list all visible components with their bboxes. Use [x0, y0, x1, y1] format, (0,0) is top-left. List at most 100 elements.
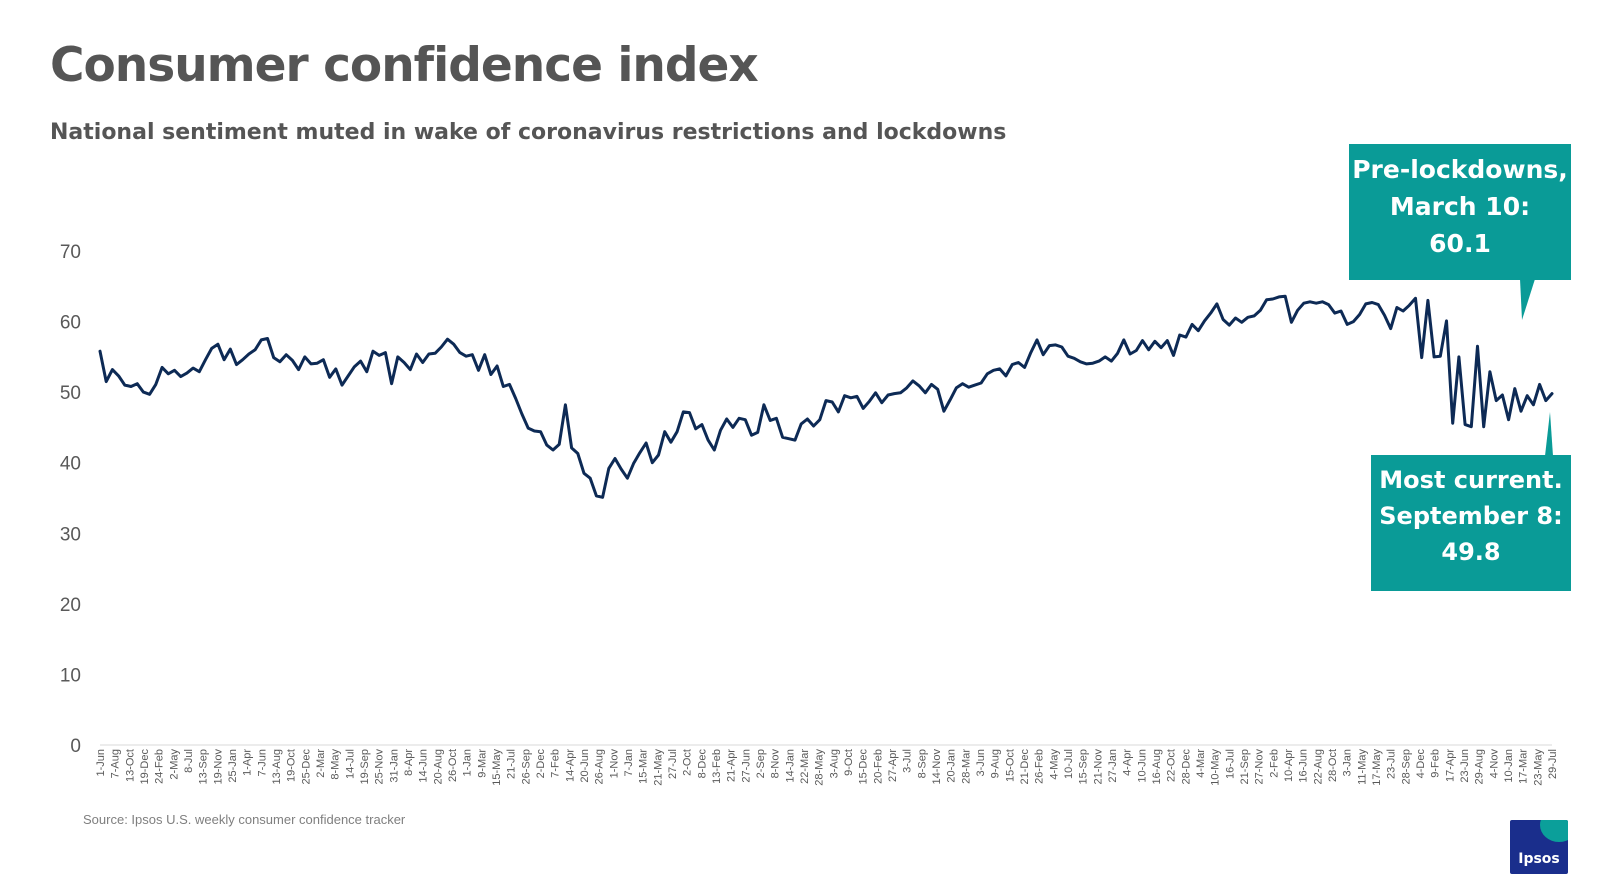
x-tick-label: 10-Jan [1503, 749, 1515, 783]
x-axis: 1-Jun 7-Aug 13-Oct 19-Dec 24-Feb 2-May 8-Jul 13… [95, 744, 1559, 786]
x-tick-label: 14-Jan [784, 749, 796, 783]
callout-current-line-1: Most current. [1379, 466, 1562, 494]
x-tick-label: 28-Mar [960, 749, 972, 784]
x-tick-label: 17-Mar [1518, 749, 1530, 784]
x-tick-label: 27-Nov [1254, 749, 1266, 785]
x-tick-label: 10-Jun [1136, 749, 1148, 783]
x-tick-label: 1-Apr [242, 749, 254, 776]
y-tick-label: 0 [70, 736, 81, 757]
series-layer [98, 294, 1554, 499]
x-tick-label: 21-May [652, 749, 664, 786]
callout-current-line-2: September 8: [1379, 502, 1562, 530]
x-tick-label: 4-Nov [1488, 749, 1500, 779]
logo-wordmark: Ipsos [1518, 851, 1560, 867]
callout-current-box [1371, 455, 1571, 591]
logo-wave-icon [1540, 820, 1568, 842]
x-tick-label: 25-Jan [227, 749, 239, 783]
x-tick-label: 9-Mar [476, 749, 488, 778]
x-tick-label: 22-Aug [1312, 749, 1324, 784]
x-tick-label: 15-Mar [638, 749, 650, 784]
x-tick-label: 21-Dec [1019, 749, 1031, 785]
x-tick-label: 7-Aug [110, 749, 122, 778]
y-tick-label: 30 [60, 524, 81, 545]
x-tick-label: 29-Jul [1547, 749, 1559, 779]
x-tick-label: 25-Dec [300, 749, 312, 785]
x-tick-label: 14-Nov [931, 749, 943, 785]
y-tick-label: 70 [60, 242, 81, 263]
x-tick-label: 19-Oct [286, 749, 298, 782]
x-tick-label: 1-Nov [608, 749, 620, 779]
x-tick-label: 20-Feb [872, 749, 884, 784]
x-tick-label: 28-Oct [1327, 749, 1339, 782]
x-tick-label: 23-Jul [1386, 749, 1398, 779]
x-tick-label: 26-Sep [520, 749, 532, 784]
x-tick-label: 20-Jun [579, 749, 591, 783]
x-tick-label: 13-Sep [198, 749, 210, 784]
y-tick-label: 10 [60, 665, 81, 686]
x-tick-label: 4-Mar [1195, 749, 1207, 778]
x-tick-label: 28-Dec [1180, 749, 1192, 785]
x-tick-label: 24-Feb [154, 749, 166, 784]
x-tick-label: 2-May [168, 749, 180, 780]
x-tick-label: 21-Sep [1239, 749, 1251, 784]
x-tick-label: 21-Apr [726, 749, 738, 782]
x-tick-label: 14-Jun [418, 749, 430, 783]
x-tick-label: 29-Aug [1474, 749, 1486, 784]
x-tick-label: 22-Oct [1166, 749, 1178, 782]
x-tick-label: 16-Jun [1298, 749, 1310, 783]
x-tick-label: 2-Sep [755, 749, 767, 778]
callout-pre-line-2: March 10: [1390, 192, 1530, 221]
x-tick-label: 22-Mar [799, 749, 811, 784]
x-tick-label: 3-Jun [975, 749, 987, 777]
x-tick-label: 9-Oct [843, 749, 855, 776]
x-tick-label: 8-Apr [403, 749, 415, 776]
callout-pre-pointer [1520, 279, 1535, 320]
x-tick-label: 3-Jul [902, 749, 914, 773]
x-tick-label: 27-Jul [667, 749, 679, 779]
x-tick-label: 27-Apr [887, 749, 899, 782]
x-tick-label: 26-Feb [1034, 749, 1046, 784]
x-tick-label: 8-May [330, 749, 342, 780]
x-tick-label: 2-Feb [1268, 749, 1280, 778]
x-tick-label: 8-Sep [916, 749, 928, 778]
x-tick-label: 20-Jan [946, 749, 958, 783]
x-tick-label: 15-Dec [858, 749, 870, 785]
x-tick-label: 4-Dec [1415, 749, 1427, 779]
x-tick-label: 3-Jan [1342, 749, 1354, 777]
y-tick-label: 20 [60, 595, 81, 616]
x-tick-label: 1-Jan [462, 749, 474, 777]
x-tick-label: 8-Jul [183, 749, 195, 773]
callout-pre-box [1349, 144, 1571, 280]
callout-current-line-3: 49.8 [1441, 538, 1500, 566]
x-tick-label: 27-Jun [740, 749, 752, 783]
x-tick-label: 21-Nov [1092, 749, 1104, 785]
chart-subtitle: National sentiment muted in wake of coro… [50, 120, 1007, 145]
x-tick-label: 1-Jun [95, 749, 107, 777]
callout-pre-line-3: 60.1 [1429, 229, 1491, 258]
callouts-layer: Pre-lockdowns, March 10: 60.1 Most curre… [1349, 144, 1571, 591]
x-tick-label: 8-Nov [770, 749, 782, 779]
x-tick-label: 10-May [1210, 749, 1222, 786]
callout-current-pointer [1545, 412, 1553, 456]
callout-pre-lockdowns: Pre-lockdowns, March 10: 60.1 [1349, 144, 1571, 320]
series-line [98, 294, 1554, 499]
x-tick-label: 7-Jun [256, 749, 268, 777]
x-tick-label: 2-Oct [682, 749, 694, 776]
x-tick-label: 7-Feb [550, 749, 562, 778]
x-tick-label: 26-Oct [447, 749, 459, 782]
x-tick-label: 23-Jun [1459, 749, 1471, 783]
x-tick-label: 19-Sep [359, 749, 371, 784]
x-tick-label: 16-Jul [1224, 749, 1236, 779]
y-axis: 0 10 20 30 40 50 60 70 [60, 242, 81, 757]
x-tick-label: 25-Nov [374, 749, 386, 785]
x-tick-label: 8-Dec [696, 749, 708, 779]
x-tick-label: 16-Aug [1151, 749, 1163, 784]
x-tick-label: 23-May [1532, 749, 1544, 786]
x-tick-label: 14-Apr [564, 749, 576, 782]
x-tick-label: 9-Feb [1430, 749, 1442, 778]
x-tick-label: 17-Apr [1444, 749, 1456, 782]
x-tick-label: 13-Oct [124, 749, 136, 782]
x-tick-label: 2-Dec [535, 749, 547, 779]
callout-most-current: Most current. September 8: 49.8 [1371, 412, 1571, 591]
